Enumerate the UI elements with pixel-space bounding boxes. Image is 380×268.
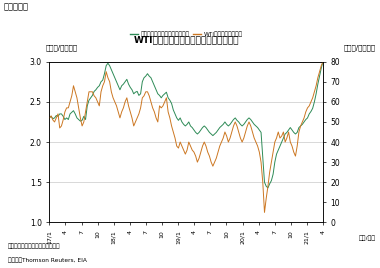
Text: （図表９）: （図表９） [4,3,29,12]
Text: （ドル/ガロン）: （ドル/ガロン） [46,44,78,51]
Text: （注）各月曜日時点の週次ベース: （注）各月曜日時点の週次ベース [8,244,60,250]
Text: （年/月）: （年/月） [359,236,376,241]
Legend: 米レギュラーガソリン小売価格, WTI先物価格（右軸）: 米レギュラーガソリン小売価格, WTI先物価格（右軸） [127,29,245,39]
Text: （ドル/バレル）: （ドル/バレル） [344,44,376,51]
Text: （資料）Thomson Reuters, EIA: （資料）Thomson Reuters, EIA [8,257,87,263]
Title: WTI原油先物価格と米ガソリン小売価格: WTI原油先物価格と米ガソリン小売価格 [133,35,239,44]
